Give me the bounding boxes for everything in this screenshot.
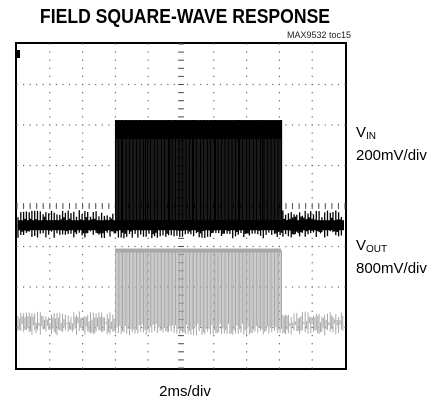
series-out-high-edge (115, 248, 282, 253)
traces (17, 50, 344, 336)
chart-title: FIELD SQUARE-WAVE RESPONSE (39, 6, 331, 28)
vout-scale: 800mV/div (356, 260, 427, 277)
series-out-lines (17, 248, 344, 336)
vin-name: VIN (356, 124, 377, 142)
series-in-low-band (18, 220, 344, 231)
series-in-trace (17, 120, 344, 239)
vout-label: VOUT 800mV/div (356, 236, 427, 278)
vin-scale: 200mV/div (356, 147, 427, 164)
series-in-high-band (115, 120, 282, 139)
vin-label: VIN 200mV/div (356, 123, 427, 165)
figure-id: MAX9532 toc15 (286, 30, 351, 40)
x-axis-label: 2ms/div (159, 383, 211, 400)
series-out-trace (17, 248, 344, 336)
vout-name: VOUT (356, 237, 388, 255)
trigger-marker (17, 50, 20, 58)
